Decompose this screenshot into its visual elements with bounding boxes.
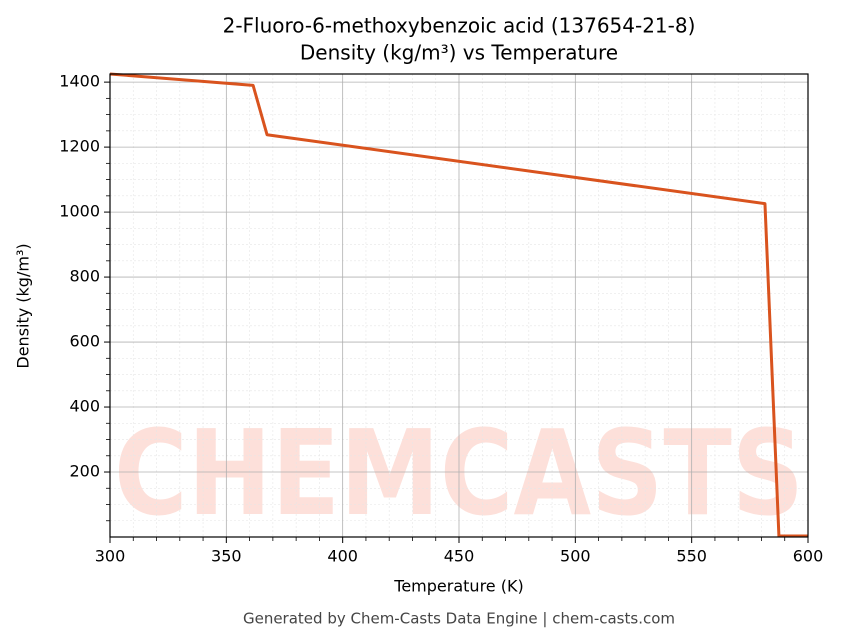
y-tick-label: 600 bbox=[69, 332, 100, 351]
x-axis-label: Temperature (K) bbox=[393, 577, 523, 596]
x-tick-label: 300 bbox=[95, 547, 126, 566]
x-tick-label: 600 bbox=[793, 547, 824, 566]
x-tick-label: 550 bbox=[676, 547, 707, 566]
x-tick-label: 450 bbox=[444, 547, 475, 566]
data-line bbox=[109, 72, 808, 538]
y-axis-label: Density (kg/m³) bbox=[14, 243, 33, 368]
y-tick-label: 1000 bbox=[59, 202, 100, 221]
y-tick-label: 1400 bbox=[59, 72, 100, 91]
x-tick-label: 400 bbox=[327, 547, 358, 566]
y-tick-label: 1200 bbox=[59, 137, 100, 156]
y-tick-label: 800 bbox=[69, 267, 100, 286]
x-tick-label: 500 bbox=[560, 547, 591, 566]
y-tick-label: 400 bbox=[69, 397, 100, 416]
plot-frame bbox=[109, 73, 809, 538]
chart-title: 2-Fluoro-6-methoxybenzoic acid (137654-2… bbox=[223, 14, 696, 38]
y-tick-label: 200 bbox=[69, 462, 100, 481]
footer: Generated by Chem-Casts Data Engine | ch… bbox=[243, 610, 675, 628]
chart-subtitle: Density (kg/m³) vs Temperature bbox=[300, 41, 618, 65]
x-tick-label: 350 bbox=[211, 547, 242, 566]
